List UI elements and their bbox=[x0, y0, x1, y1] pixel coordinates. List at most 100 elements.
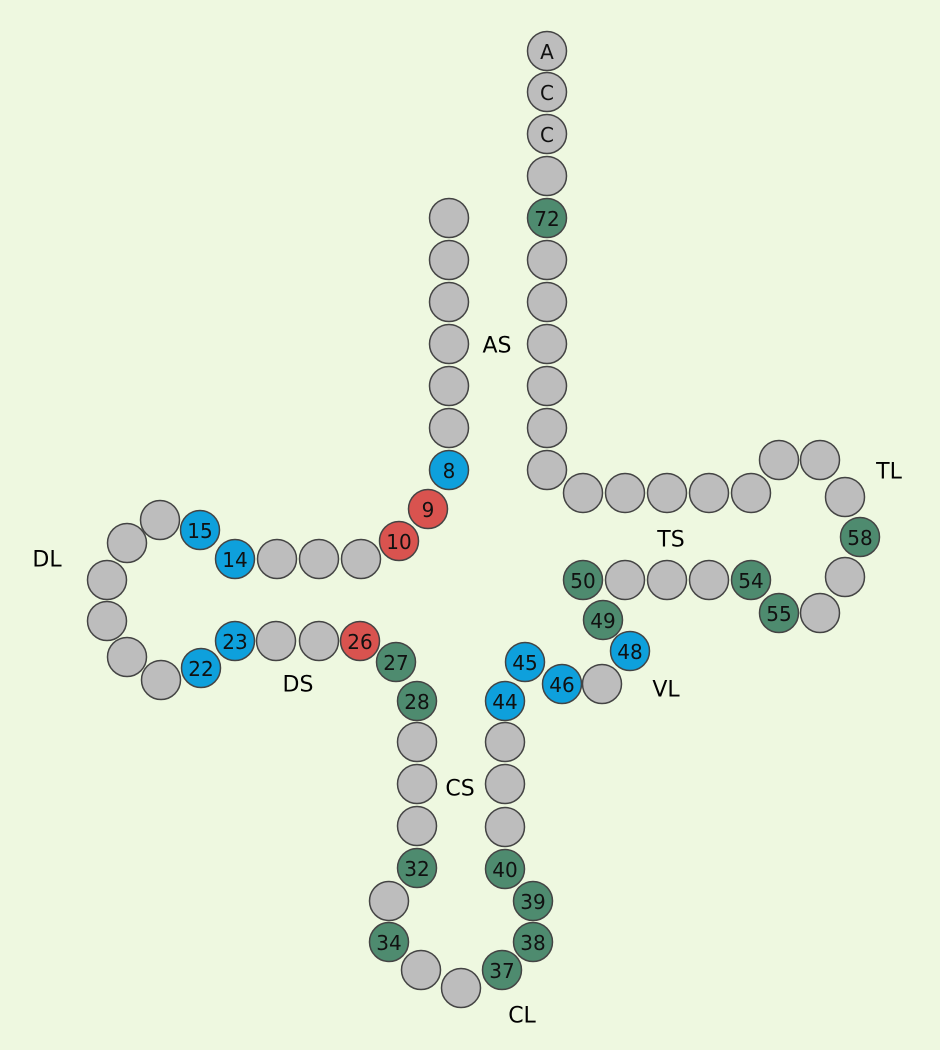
nucleotide-circle bbox=[824, 476, 866, 518]
nucleotide-circle bbox=[526, 113, 568, 155]
nucleotide-circle bbox=[484, 763, 526, 805]
nucleotide-circle bbox=[396, 847, 438, 889]
nucleotide bbox=[340, 538, 382, 580]
nucleotide-circle bbox=[428, 323, 470, 365]
nucleotide-circle bbox=[298, 620, 340, 662]
nucleotide-label: 54 bbox=[738, 569, 763, 593]
nucleotide: A bbox=[526, 30, 568, 72]
nucleotide-circle bbox=[562, 472, 604, 514]
nucleotide: 27 bbox=[375, 641, 417, 683]
nucleotide-circle bbox=[526, 197, 568, 239]
nucleotide-circle bbox=[484, 806, 526, 848]
nucleotide-circle bbox=[484, 680, 526, 722]
nucleotide-label: 58 bbox=[847, 526, 872, 550]
nucleotide-circle bbox=[526, 407, 568, 449]
nucleotide-circle bbox=[512, 880, 554, 922]
nucleotide-circle bbox=[730, 559, 772, 601]
nucleotide bbox=[428, 239, 470, 281]
nucleotide-label: 44 bbox=[492, 690, 517, 714]
nucleotide: 9 bbox=[407, 488, 449, 530]
nucleotide: 15 bbox=[179, 509, 221, 551]
nucleotide-circle bbox=[396, 805, 438, 847]
nucleotide-circle bbox=[688, 472, 730, 514]
nucleotide-circle bbox=[526, 155, 568, 197]
nucleotide bbox=[581, 663, 623, 705]
nucleotide bbox=[688, 472, 730, 514]
nucleotide-circle bbox=[428, 449, 470, 491]
nucleotide bbox=[526, 155, 568, 197]
nucleotide-circle bbox=[512, 921, 554, 963]
nucleotide-circle bbox=[214, 538, 256, 580]
nucleotide: 32 bbox=[396, 847, 438, 889]
nucleotide-circle bbox=[582, 599, 624, 641]
nucleotide-circle bbox=[604, 559, 646, 601]
nucleotide: 72 bbox=[526, 197, 568, 239]
nucleotide bbox=[799, 439, 841, 481]
nucleotide bbox=[526, 239, 568, 281]
nucleotide bbox=[396, 721, 438, 763]
nucleotide: 58 bbox=[839, 516, 881, 558]
nucleotide-circle bbox=[758, 439, 800, 481]
nucleotide-label: C bbox=[540, 81, 554, 105]
nucleotide: C bbox=[526, 71, 568, 113]
nucleotide-circle bbox=[140, 659, 182, 701]
nucleotide: 48 bbox=[609, 630, 651, 672]
nucleotide bbox=[396, 805, 438, 847]
region-label-cl: CL bbox=[508, 1004, 536, 1029]
nucleotide bbox=[604, 559, 646, 601]
nucleotide-label: 72 bbox=[534, 207, 559, 231]
nucleotide-circle bbox=[139, 499, 181, 541]
nucleotide-label: 15 bbox=[187, 519, 212, 543]
nucleotide-label: 10 bbox=[386, 530, 411, 554]
nucleotide bbox=[824, 476, 866, 518]
nucleotide-circle bbox=[378, 520, 420, 562]
nucleotide-circle bbox=[396, 763, 438, 805]
nucleotide-circle bbox=[799, 439, 841, 481]
nucleotide bbox=[428, 281, 470, 323]
region-label-as: AS bbox=[482, 334, 511, 359]
nucleotide bbox=[730, 472, 772, 514]
nucleotide-label: C bbox=[540, 123, 554, 147]
nucleotide-label: 32 bbox=[404, 857, 429, 881]
nucleotide-circle bbox=[407, 488, 449, 530]
nucleotide-circle bbox=[256, 538, 298, 580]
nucleotide bbox=[526, 281, 568, 323]
nucleotide-circle bbox=[86, 559, 128, 601]
nucleotide-label: 9 bbox=[422, 498, 435, 522]
nucleotide-circle bbox=[609, 630, 651, 672]
region-label-vl: VL bbox=[652, 678, 680, 703]
region-labels: AS TL TS DL DS VL CS CL bbox=[32, 334, 902, 1029]
nucleotide bbox=[688, 559, 730, 601]
nucleotide-label: 8 bbox=[443, 459, 456, 483]
region-label-cs: CS bbox=[445, 777, 474, 802]
nucleotide-circle bbox=[541, 663, 583, 705]
nucleotide-circle bbox=[824, 556, 866, 598]
nucleotide-circle bbox=[730, 472, 772, 514]
nucleotide-circle bbox=[180, 647, 222, 689]
nucleotide: 10 bbox=[378, 520, 420, 562]
nucleotide-circle bbox=[504, 641, 546, 683]
nucleotide-label: 48 bbox=[617, 640, 642, 664]
nucleotide: 49 bbox=[582, 599, 624, 641]
nucleotide-circle bbox=[298, 538, 340, 580]
nucleotide: C bbox=[526, 113, 568, 155]
nucleotide-label: 50 bbox=[570, 569, 595, 593]
nucleotide: 38 bbox=[512, 921, 554, 963]
nucleotide bbox=[646, 559, 688, 601]
nucleotide-circle bbox=[375, 641, 417, 683]
nucleotide: 37 bbox=[481, 949, 523, 991]
nucleotide: 8 bbox=[428, 449, 470, 491]
nucleotide: 26 bbox=[339, 620, 381, 662]
nucleotide-circle bbox=[526, 365, 568, 407]
nucleotide-circle bbox=[428, 365, 470, 407]
nucleotide bbox=[526, 449, 568, 491]
nucleotide bbox=[86, 600, 128, 642]
nucleotide: 28 bbox=[396, 680, 438, 722]
nucleotide bbox=[562, 472, 604, 514]
nucleotide-circle bbox=[562, 559, 604, 601]
nucleotide-circle bbox=[526, 281, 568, 323]
nucleotide bbox=[484, 806, 526, 848]
nucleotide-circle bbox=[688, 559, 730, 601]
nucleotide-label: 39 bbox=[520, 890, 545, 914]
nucleotide bbox=[256, 538, 298, 580]
